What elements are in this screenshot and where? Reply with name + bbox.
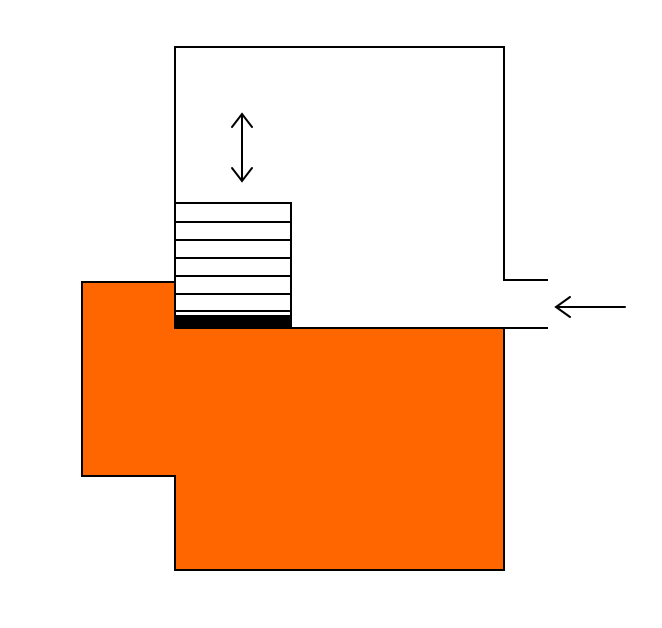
orange-stepped-block	[81, 281, 505, 571]
left-pointing-arrow	[554, 296, 626, 318]
striped-layer-stack	[174, 202, 292, 329]
horizontal-arrow-head	[554, 296, 571, 318]
vertical-arrow-bottom-head	[231, 167, 253, 183]
double-headed-vertical-arrow	[231, 112, 253, 183]
vertical-arrow-top-head	[231, 112, 253, 128]
stack-box	[174, 202, 292, 329]
stack-stripes	[175, 221, 291, 312]
chamber-outline	[174, 46, 548, 328]
stack-base-layer	[175, 315, 291, 328]
